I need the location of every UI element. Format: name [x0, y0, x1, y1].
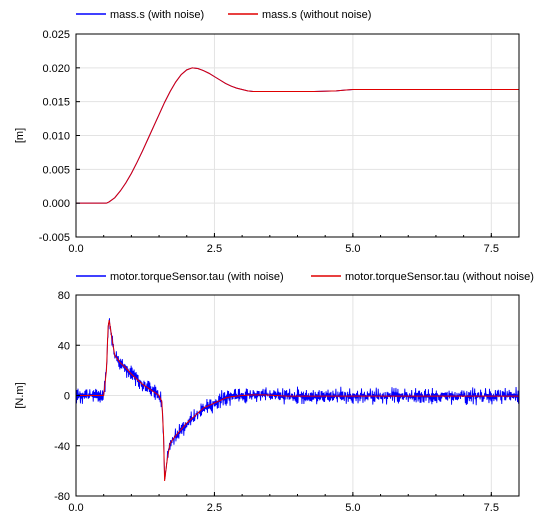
y-tick-label: 0.015: [42, 97, 70, 109]
y-tick-label: 0.005: [42, 164, 70, 176]
y-tick-label: 0.010: [42, 131, 70, 143]
x-tick-label: 0.0: [68, 243, 83, 255]
y-tick-label: 0: [64, 391, 70, 403]
y-tick-label: -0.005: [39, 232, 70, 244]
legend-label: motor.torqueSensor.tau (with noise): [110, 271, 284, 283]
y-tick-label: 40: [58, 340, 70, 352]
y-axis-label: [N.m]: [14, 382, 26, 408]
legend-label: mass.s (without noise): [262, 9, 371, 21]
x-tick-label: 7.5: [484, 502, 499, 514]
legend-label: motor.torqueSensor.tau (without noise): [345, 271, 534, 283]
chart-torque: 0.0 2.5 5.0 7.5 80 40 0 -40 -80 [N.m] motor.torque…: [14, 271, 534, 514]
y-tick-label: 0.020: [42, 63, 70, 75]
x-tick-label: 2.5: [207, 243, 222, 255]
y-tick-label: -80: [54, 491, 70, 503]
x-tick-label: 2.5: [207, 502, 222, 514]
y-tick-label: 0.025: [42, 29, 70, 41]
y-tick-label: 0.000: [42, 198, 70, 210]
series-line-without-noise: [76, 67, 519, 204]
y-axis-label: [m]: [14, 128, 26, 143]
series-line-with-noise: [76, 318, 519, 480]
x-tick-label: 0.0: [68, 502, 83, 514]
x-tick-label: 7.5: [484, 243, 499, 255]
x-tick-label: 5.0: [345, 243, 360, 255]
y-tick-label: 80: [58, 290, 70, 302]
series-line-without-noise: [76, 320, 519, 481]
chart-position: 0.0 2.5 5.0 7.5 0.025 0.020 0.015 0.010 0.005 0.0…: [14, 9, 520, 255]
y-tick-label: -40: [54, 441, 70, 453]
x-tick-label: 5.0: [345, 502, 360, 514]
legend-label: mass.s (with noise): [110, 9, 204, 21]
